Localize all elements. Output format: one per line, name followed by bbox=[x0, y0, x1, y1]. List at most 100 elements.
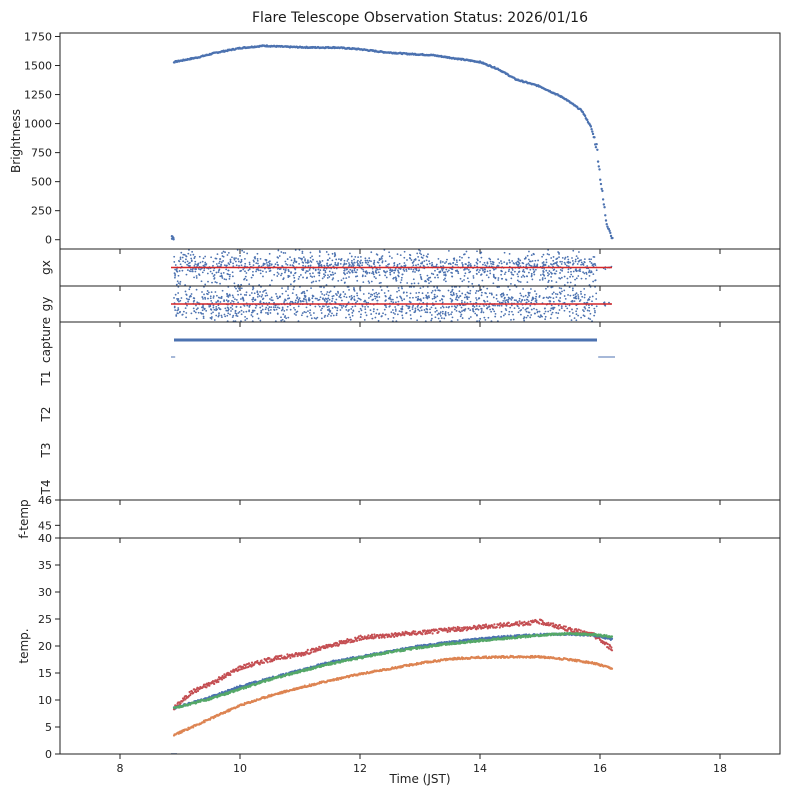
data-point bbox=[494, 304, 496, 307]
data-point bbox=[486, 300, 489, 303]
data-point bbox=[319, 648, 322, 651]
data-point bbox=[500, 310, 503, 313]
data-point bbox=[259, 269, 262, 272]
data-point bbox=[455, 306, 458, 309]
data-point bbox=[178, 270, 181, 272]
data-point bbox=[551, 293, 554, 295]
data-point bbox=[583, 293, 586, 296]
data-point bbox=[364, 311, 367, 314]
data-point bbox=[176, 309, 179, 312]
data-point bbox=[177, 300, 180, 303]
data-point bbox=[364, 271, 367, 274]
data-point bbox=[443, 274, 445, 276]
data-point bbox=[583, 261, 586, 263]
data-point bbox=[575, 277, 578, 280]
data-point bbox=[332, 277, 335, 280]
data-point bbox=[523, 299, 526, 302]
data-point bbox=[245, 291, 248, 294]
data-point bbox=[327, 305, 330, 308]
data-point bbox=[401, 287, 403, 290]
data-point bbox=[344, 293, 347, 295]
data-point bbox=[255, 270, 257, 273]
data-point bbox=[306, 289, 309, 292]
data-point bbox=[393, 264, 396, 267]
data-point bbox=[492, 282, 495, 285]
data-point bbox=[184, 261, 187, 264]
data-point bbox=[513, 307, 516, 310]
data-point bbox=[375, 291, 378, 294]
data-point bbox=[351, 305, 354, 308]
data-point bbox=[319, 269, 322, 272]
data-point bbox=[391, 309, 394, 311]
data-point bbox=[582, 271, 584, 274]
data-point bbox=[523, 271, 526, 273]
data-point bbox=[320, 263, 323, 266]
data-point bbox=[532, 271, 535, 274]
data-point bbox=[294, 301, 297, 304]
data-point bbox=[566, 629, 569, 632]
data-point bbox=[490, 262, 493, 265]
data-point bbox=[430, 319, 433, 322]
data-point bbox=[259, 291, 261, 293]
data-point bbox=[337, 263, 339, 266]
data-point bbox=[409, 314, 412, 316]
data-point bbox=[229, 261, 232, 264]
data-point bbox=[295, 314, 297, 316]
data-point bbox=[318, 262, 321, 265]
data-point bbox=[280, 251, 283, 253]
data-point bbox=[567, 258, 570, 261]
data-point bbox=[558, 252, 560, 255]
data-point bbox=[473, 264, 476, 267]
data-point bbox=[276, 275, 279, 277]
data-point bbox=[480, 288, 483, 291]
data-point bbox=[608, 229, 611, 233]
data-point bbox=[538, 296, 541, 298]
data-point bbox=[266, 294, 269, 297]
data-point bbox=[580, 263, 582, 266]
data-point bbox=[571, 260, 574, 262]
data-point bbox=[491, 263, 494, 266]
data-point bbox=[240, 313, 243, 316]
data-point bbox=[217, 271, 220, 273]
data-point bbox=[419, 250, 422, 252]
data-point bbox=[372, 262, 375, 265]
data-point bbox=[376, 253, 379, 256]
data-point bbox=[451, 288, 454, 291]
data-point bbox=[231, 271, 234, 274]
data-point bbox=[400, 276, 403, 279]
data-point bbox=[547, 265, 550, 268]
data-point bbox=[521, 270, 524, 273]
data-point bbox=[321, 259, 324, 262]
data-point bbox=[367, 305, 369, 308]
data-point bbox=[309, 264, 312, 267]
data-point bbox=[569, 261, 572, 264]
data-point bbox=[566, 277, 569, 280]
data-point bbox=[300, 314, 303, 317]
data-point bbox=[330, 314, 332, 317]
data-point bbox=[286, 305, 289, 308]
data-point bbox=[301, 250, 304, 253]
data-point bbox=[518, 307, 520, 310]
data-point bbox=[232, 314, 235, 317]
data-point bbox=[437, 257, 440, 260]
y-tick-label: 750 bbox=[31, 147, 52, 160]
data-point bbox=[237, 260, 240, 263]
data-point bbox=[403, 262, 406, 264]
data-point bbox=[343, 295, 346, 298]
data-point bbox=[274, 306, 277, 309]
data-point bbox=[292, 261, 295, 264]
data-point bbox=[327, 313, 330, 316]
data-point bbox=[340, 259, 342, 262]
data-point bbox=[345, 277, 348, 280]
data-point bbox=[278, 255, 281, 257]
data-point bbox=[583, 296, 586, 299]
data-point bbox=[259, 306, 262, 309]
data-point bbox=[466, 277, 469, 280]
data-point bbox=[593, 307, 596, 310]
data-point bbox=[220, 261, 223, 264]
data-point bbox=[503, 296, 506, 299]
data-point bbox=[212, 260, 215, 263]
status-row-label: T2 bbox=[39, 407, 53, 423]
data-point bbox=[434, 316, 437, 319]
data-point bbox=[388, 251, 391, 254]
